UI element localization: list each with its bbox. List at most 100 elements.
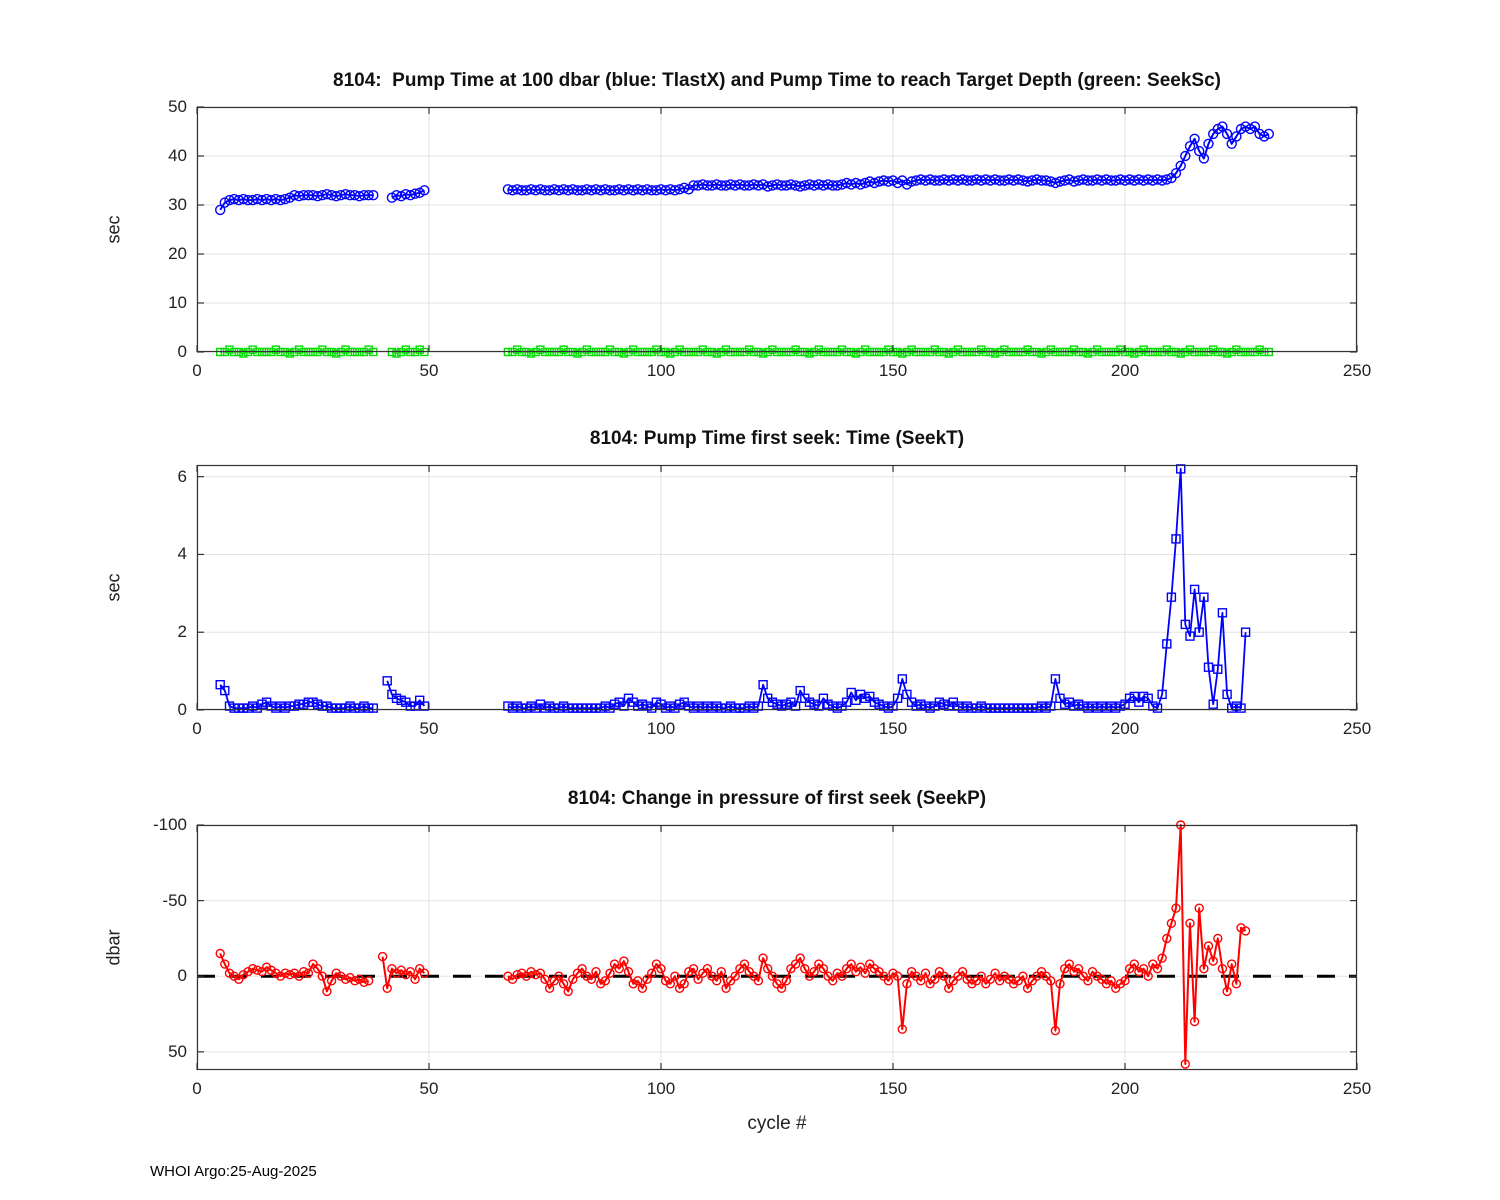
data-marker <box>628 979 638 989</box>
data-marker <box>1185 345 1195 354</box>
data-marker <box>1198 153 1210 164</box>
data-marker <box>920 968 931 978</box>
y-tick-label: 40 <box>168 146 187 165</box>
data-marker <box>215 948 225 959</box>
data-marker <box>382 983 392 994</box>
y-tick-label: -100 <box>152 815 187 834</box>
seek-pressure-chart: 8104: Change in pressure of first seek (… <box>104 788 1372 1134</box>
data-marker <box>693 974 703 985</box>
data-marker <box>1139 345 1148 354</box>
data-marker <box>513 345 522 354</box>
data-marker <box>392 349 401 358</box>
data-marker <box>1106 976 1116 986</box>
data-marker <box>1232 345 1241 354</box>
data-marker <box>248 963 258 974</box>
data-marker <box>1055 693 1065 704</box>
data-marker <box>1041 703 1051 713</box>
data-marker <box>1184 141 1196 152</box>
series-SeekP <box>215 820 1251 1069</box>
data-marker <box>707 703 717 713</box>
x-tick-label: 250 <box>1342 719 1372 738</box>
series-TlastX <box>215 121 1275 216</box>
data-marker <box>1255 345 1264 354</box>
data-marker <box>591 703 601 713</box>
data-marker <box>1018 971 1028 981</box>
data-marker <box>1175 160 1186 171</box>
data-marker <box>419 185 430 196</box>
x-tick-label: 50 <box>419 1079 439 1098</box>
data-marker <box>1162 933 1172 944</box>
data-marker <box>1069 966 1079 977</box>
data-marker <box>1101 979 1112 989</box>
data-marker <box>758 679 768 690</box>
data-marker <box>1069 345 1079 354</box>
data-marker <box>1115 979 1126 989</box>
data-marker <box>971 703 982 713</box>
data-marker <box>1037 349 1046 358</box>
y-tick-label: 6 <box>177 466 187 486</box>
data-marker <box>331 349 341 358</box>
y-axis-label-text: sec <box>103 215 124 244</box>
data-marker <box>1124 693 1135 704</box>
data-marker <box>368 703 379 713</box>
data-marker <box>666 349 675 358</box>
data-marker <box>944 983 954 994</box>
data-marker <box>656 963 666 974</box>
data-marker <box>298 699 309 709</box>
data-marker <box>368 189 379 201</box>
x-tick-label: 100 <box>646 719 676 738</box>
data-marker <box>1111 703 1121 713</box>
data-marker <box>916 976 926 986</box>
data-marker <box>322 986 332 997</box>
data-marker <box>303 968 314 978</box>
data-marker <box>698 345 707 354</box>
data-marker <box>907 345 916 354</box>
x-axis-label: cycle # <box>747 1113 807 1134</box>
data-marker <box>767 971 778 981</box>
data-marker <box>238 969 249 980</box>
data-marker <box>354 974 365 985</box>
data-marker <box>512 969 522 980</box>
data-marker <box>1222 689 1232 700</box>
data-marker <box>1157 689 1167 700</box>
data-marker <box>248 345 257 354</box>
x-tick-label: 50 <box>419 361 439 380</box>
data-marker <box>758 349 768 358</box>
data-marker <box>1217 608 1228 618</box>
data-marker <box>684 966 694 977</box>
plot-area <box>196 106 1358 358</box>
x-tick-label: 250 <box>1342 361 1372 380</box>
data-marker <box>582 345 591 354</box>
x-tick-label: 0 <box>192 361 202 380</box>
data-marker <box>619 956 629 966</box>
data-marker <box>1231 979 1242 989</box>
y-tick-label: 50 <box>168 97 187 116</box>
data-marker <box>716 703 726 713</box>
data-marker <box>902 979 912 989</box>
data-marker <box>225 345 234 354</box>
data-marker <box>1185 918 1195 929</box>
data-marker <box>745 345 754 354</box>
data-marker <box>507 703 518 713</box>
data-marker <box>1171 903 1181 913</box>
data-marker <box>939 971 949 981</box>
data-marker <box>1152 963 1163 974</box>
data-marker <box>1050 177 1061 189</box>
plot-background <box>197 107 1357 352</box>
data-marker <box>861 345 870 354</box>
data-marker <box>702 963 713 974</box>
data-marker <box>846 959 856 969</box>
axis-ticks <box>196 824 1358 1070</box>
data-marker <box>544 983 555 994</box>
data-marker <box>1083 976 1093 986</box>
data-marker <box>1199 592 1209 602</box>
data-marker <box>1170 167 1182 179</box>
y-tick-label: 0 <box>177 342 187 361</box>
data-marker <box>790 959 801 969</box>
data-marker <box>568 974 578 985</box>
data-marker <box>944 349 953 358</box>
data-marker <box>679 979 689 989</box>
y-tick-label: 20 <box>168 244 187 263</box>
data-marker <box>275 194 286 206</box>
data-marker <box>1050 1025 1061 1036</box>
